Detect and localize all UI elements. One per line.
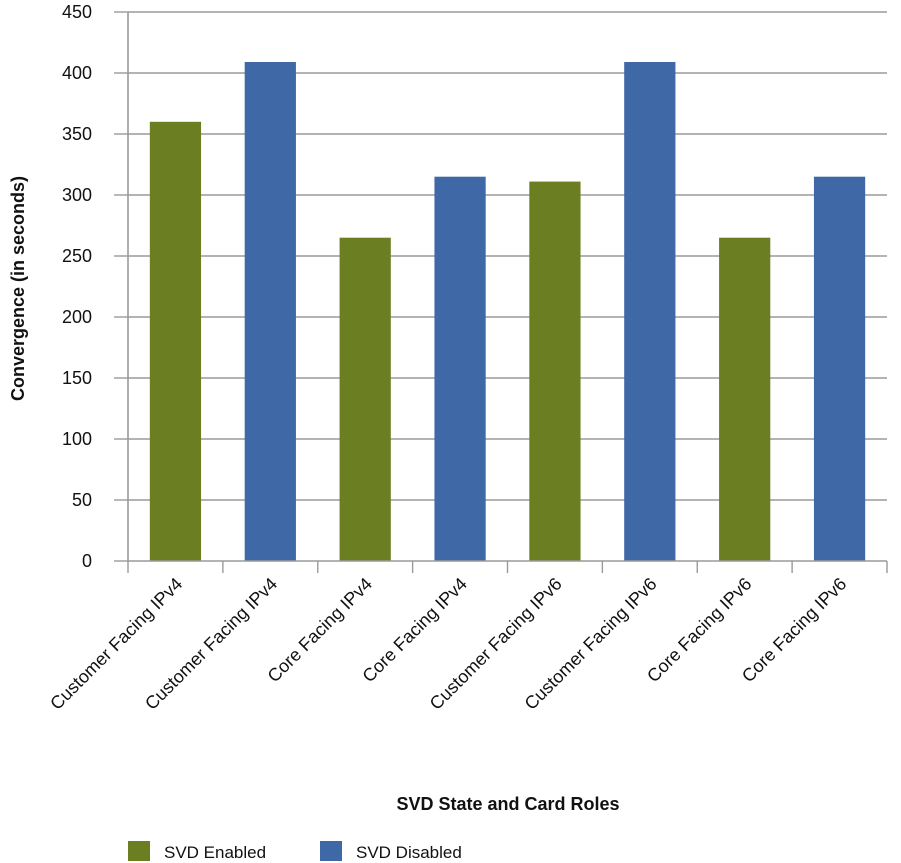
bar xyxy=(244,62,296,562)
x-category-label: Core Facing IPv6 xyxy=(738,574,850,686)
y-tick-label: 300 xyxy=(62,185,92,205)
grid-lines xyxy=(114,11,887,562)
x-category-label: Core Facing IPv6 xyxy=(643,574,755,686)
legend-label: SVD Enabled xyxy=(164,843,266,862)
bars xyxy=(149,62,866,562)
legend-swatch xyxy=(128,841,150,861)
legend-item: SVD Disabled xyxy=(320,841,462,862)
bar xyxy=(813,176,866,561)
y-axis-title: Convergence (in seconds) xyxy=(8,176,28,401)
y-tick-labels: 0 50 100 150 200 250 300 350 400 450 xyxy=(62,2,92,571)
bar xyxy=(339,237,391,561)
legend: SVD Enabled SVD Disabled xyxy=(128,841,462,862)
legend-item: SVD Enabled xyxy=(128,841,266,862)
y-tick-label: 0 xyxy=(82,551,92,571)
y-tick-label: 150 xyxy=(62,368,92,388)
x-category-label: Core Facing IPv4 xyxy=(264,574,376,686)
bar xyxy=(624,62,676,562)
x-axis-title: SVD State and Card Roles xyxy=(396,794,619,814)
y-tick-label: 350 xyxy=(62,124,92,144)
y-tick-label: 100 xyxy=(62,429,92,449)
bar xyxy=(434,176,486,561)
y-tick-label: 450 xyxy=(62,2,92,22)
axes xyxy=(127,12,888,573)
bar xyxy=(529,181,581,561)
y-tick-label: 250 xyxy=(62,246,92,266)
y-tick-label: 50 xyxy=(72,490,92,510)
legend-swatch xyxy=(320,841,342,861)
legend-label: SVD Disabled xyxy=(356,843,462,862)
bar xyxy=(719,237,771,561)
x-category-label: Core Facing IPv4 xyxy=(358,574,470,686)
bar xyxy=(149,121,202,562)
y-tick-label: 400 xyxy=(62,63,92,83)
y-tick-label: 200 xyxy=(62,307,92,327)
